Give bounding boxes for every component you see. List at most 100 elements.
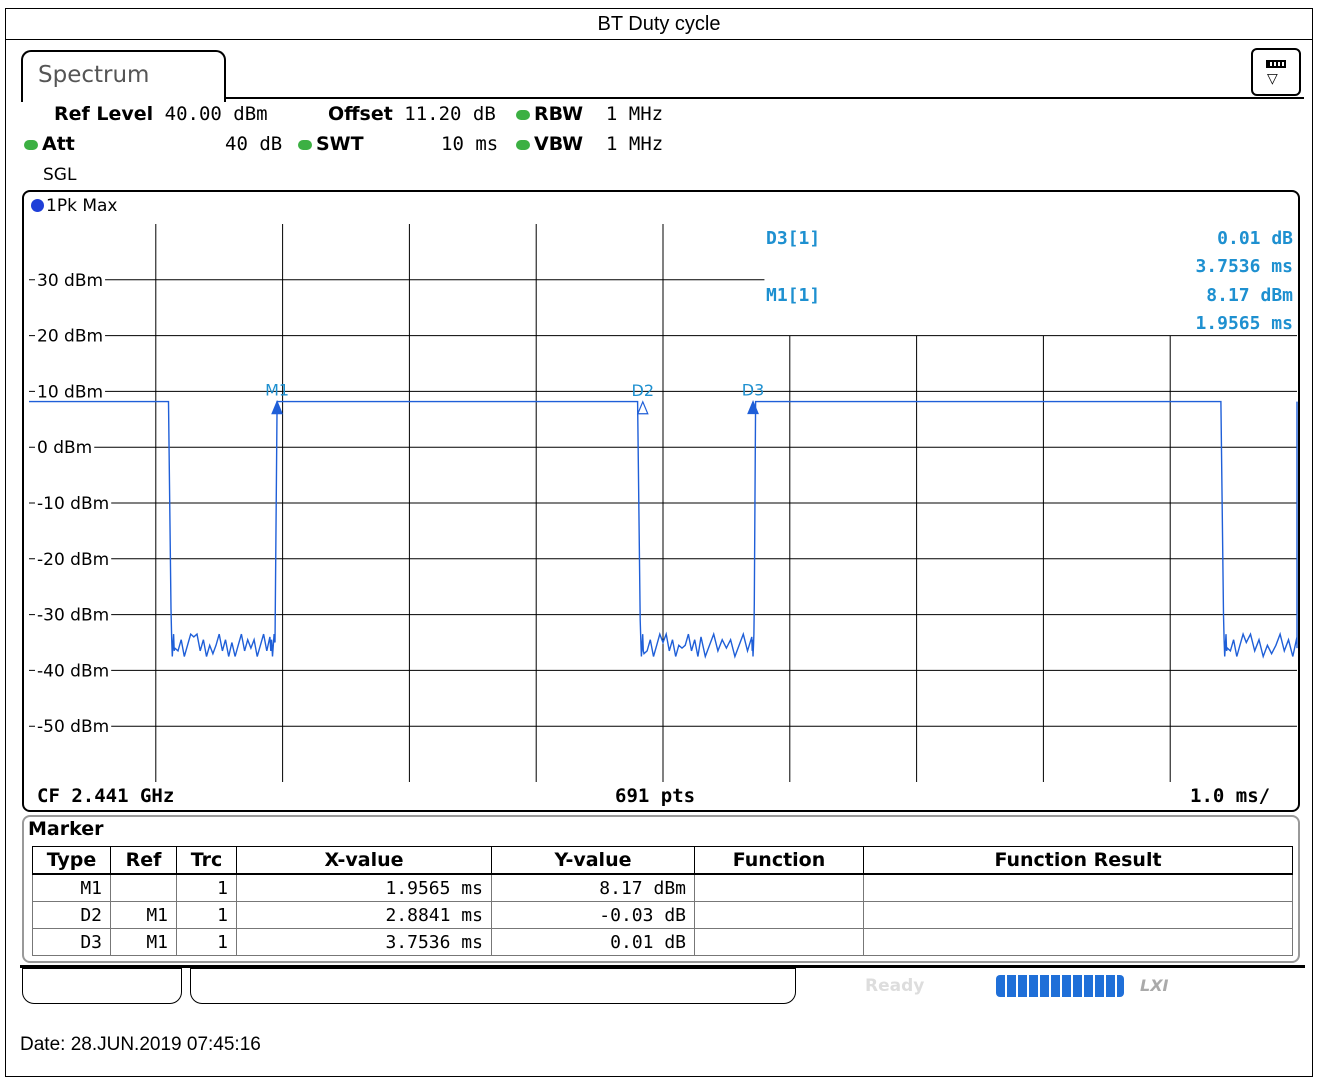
readout-marker-name: M1[1] [766,285,820,306]
cell-ref: M1 [110,928,177,956]
marker-panel [22,815,1300,963]
y-tick-label: -50 dBm [37,717,109,737]
marker-d3-label: D3 [742,381,765,400]
swt-led-icon [298,139,312,150]
swt-row: SWT [298,133,364,155]
cell-ref: M1 [110,901,177,929]
col-y-value: Y-value [491,846,695,875]
cell-type: D2 [32,901,111,929]
cell-type: M1 [32,873,111,902]
marker-d2-label: D2 [632,381,655,400]
att-row: Att [24,133,75,155]
cell-y-value: -0.03 dB [491,901,695,929]
att-led-icon [24,139,38,150]
cell-trc: 1 [176,873,237,902]
marker-m1-label: M1 [265,381,289,400]
status-bar-divider [20,965,1305,968]
cell-x-value: 1.9565 ms [236,873,492,902]
center-frequency: CF 2.441 GHz [37,785,175,807]
y-tick-label-bg [35,548,112,569]
vbw-label: VBW [534,133,584,155]
view-menu-button[interactable]: ▽ [1251,48,1301,96]
cell-x-value: 3.7536 ms [236,928,492,956]
readout-value: 8.17 dBm [1206,285,1293,306]
layout-icon [1266,60,1286,68]
table-row[interactable]: D2 M1 1 2.8841 ms -0.03 dB [32,901,1293,929]
ready-status: Ready [865,976,925,996]
y-tick-label: -10 dBm [37,494,109,514]
time-per-division: 1.0 ms/ [1190,785,1271,807]
y-tick-label: -30 dBm [37,606,109,626]
att-value: 40 dB [225,133,283,155]
cell-function-result [863,901,1293,929]
cell-type: D3 [32,928,111,956]
cell-y-value: 8.17 dBm [491,873,695,902]
cell-ref [110,873,177,902]
y-tick-label: -20 dBm [37,550,109,570]
col-ref: Ref [110,846,177,875]
tab-divider [224,97,1304,99]
offset-value: 11.20 dB [404,103,496,125]
y-tick-label-bg [35,269,106,290]
rbw-row: RBW 1 MHz [516,103,663,125]
trace-label-text: 1Pk Max [46,196,118,216]
outer-frame [5,8,1313,1077]
y-tick-label: 0 dBm [37,438,92,458]
y-tick-label-bg [35,660,112,681]
readout-time: 3.7536 ms [1195,256,1293,277]
marker-d2-symbol [636,400,649,415]
att-label: Att [42,133,75,155]
tab-spectrum-label: Spectrum [38,62,150,88]
sweep-progress-bar [996,975,1124,997]
trace-label: 1Pk Max [31,196,117,216]
y-tick-label-bg [35,493,112,513]
trace-dot-icon [31,199,44,212]
col-type: Type [32,846,111,875]
readout-value: 0.01 dB [1217,228,1293,249]
table-row[interactable]: M1 1 1.9565 ms 8.17 dBm [32,873,1293,902]
capture-date: Date: 28.JUN.2019 07:45:16 [20,1034,261,1055]
ref-level-row: Ref Level 40.00 dBm [54,103,268,125]
window-title: BT Duty cycle [5,8,1313,40]
cell-function [694,873,864,902]
col-trc: Trc [176,846,237,875]
ref-level-label: Ref Level [54,103,154,125]
vbw-led-icon [516,139,530,150]
col-function-result: Function Result [863,846,1293,875]
swt-value: 10 ms [441,133,499,155]
tab-spectrum[interactable]: Spectrum [21,50,226,102]
marker-panel-title: Marker [28,818,104,840]
marker-d3-symbol [747,399,759,415]
col-x-value: X-value [236,846,492,875]
sweep-mode: SGL [43,165,77,185]
rbw-label: RBW [534,103,584,125]
readout-time: 1.9565 ms [1195,313,1293,334]
swt-label: SWT [316,133,364,155]
cell-x-value: 2.8841 ms [236,901,492,929]
y-tick-label-bg [35,381,106,402]
y-tick-label: -40 dBm [37,661,109,681]
offset-row: Offset 11.20 dB [328,103,496,125]
cell-trc: 1 [176,901,237,929]
y-tick-label: 10 dBm [37,382,103,402]
y-tick-label-bg [35,437,95,458]
offset-label: Offset [328,103,393,125]
lxi-logo: LXI [1140,976,1169,995]
trace-line-1pk-max [29,400,1298,659]
ref-level-value: 40.00 dBm [164,103,268,125]
cell-y-value: 0.01 dB [491,928,695,956]
dropdown-triangle-icon: ▽ [1267,71,1278,87]
table-row[interactable]: D3 M1 1 3.7536 ms 0.01 dB [32,928,1293,956]
y-tick-label: 30 dBm [37,271,103,291]
status-field-1[interactable] [22,968,182,1004]
rbw-led-icon [516,109,530,120]
vbw-value: 1 MHz [606,133,664,155]
y-tick-label-bg [35,604,112,625]
cell-trc: 1 [176,928,237,956]
y-tick-label: 20 dBm [37,327,103,347]
status-field-2[interactable] [190,968,796,1004]
col-function: Function [694,846,864,875]
readout-marker-name: D3[1] [766,228,820,249]
diagram-frame [22,190,1300,812]
